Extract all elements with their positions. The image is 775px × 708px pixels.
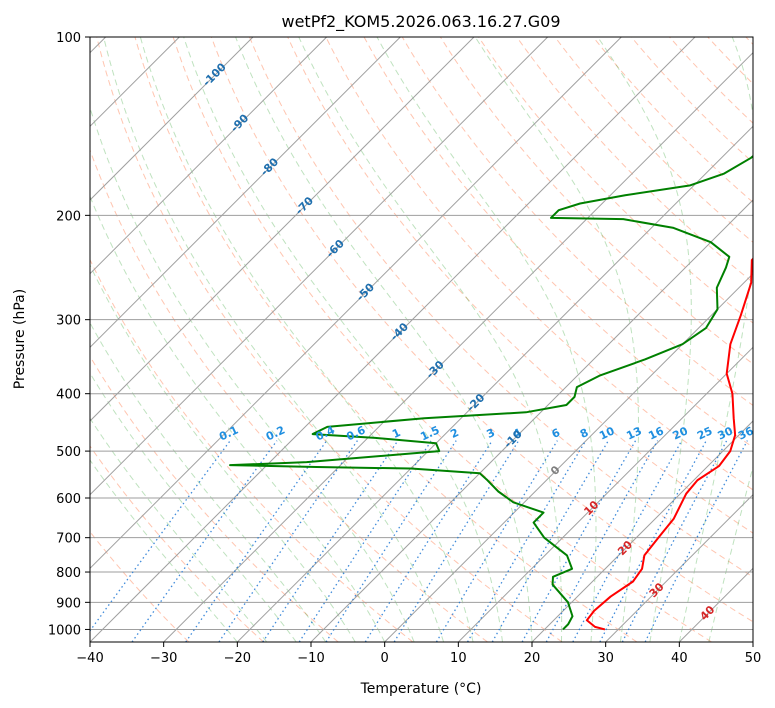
mixing-ratio-label: 30 xyxy=(716,424,736,442)
y-tick-label: 500 xyxy=(56,445,81,460)
x-tick-label: 0 xyxy=(381,651,389,666)
moist-adiabat xyxy=(678,37,753,642)
moist-adiabat xyxy=(90,417,268,642)
mixing-ratio-label: 16 xyxy=(646,424,666,442)
x-tick-label: −40 xyxy=(76,651,103,666)
background-lines xyxy=(90,37,753,642)
mixing-ratio-label: 25 xyxy=(695,424,714,442)
dry-adiabat xyxy=(90,258,414,642)
moist-adiabat xyxy=(183,37,504,642)
moist-adiabat xyxy=(90,321,327,642)
x-tick-label: 10 xyxy=(450,651,467,666)
isotherm-line xyxy=(457,346,753,642)
y-tick-label: 300 xyxy=(56,314,81,329)
moist-adiabat xyxy=(90,372,297,642)
x-tick-label: 30 xyxy=(597,651,614,666)
mixing-ratio-line xyxy=(572,440,683,642)
mixing-ratio-line xyxy=(435,440,558,642)
y-tick-label: 200 xyxy=(56,209,81,224)
dry-adiabat xyxy=(96,37,563,642)
isotherm-line xyxy=(163,51,753,642)
x-axis-label: Temperature (°C) xyxy=(360,681,482,697)
isotherm-line xyxy=(236,125,753,642)
mixing-ratio-line xyxy=(545,440,659,642)
mixing-ratio-label: 10 xyxy=(597,424,617,442)
mixing-ratio-line xyxy=(298,440,433,642)
isotherm-line xyxy=(90,37,328,275)
moist-adiabat xyxy=(298,37,563,642)
moist-adiabat xyxy=(90,459,238,642)
mixing-ratio-label: 13 xyxy=(624,424,643,442)
mixing-ratio-line xyxy=(393,440,520,642)
x-tick-label: −30 xyxy=(150,651,177,666)
moist-adiabat xyxy=(235,37,533,642)
y-tick-label: 900 xyxy=(56,596,81,611)
mixing-ratio-line xyxy=(491,440,609,642)
y-tick-label: 700 xyxy=(56,532,81,547)
isotherm-line xyxy=(90,37,475,422)
mixing-ratio-line xyxy=(131,440,278,642)
mixing-ratio-line xyxy=(185,440,328,642)
x-tick-label: −10 xyxy=(297,651,324,666)
mixing-ratio-label: 20 xyxy=(671,424,691,442)
x-tick-label: −20 xyxy=(224,651,251,666)
mixing-ratio-label: 36 xyxy=(736,424,756,442)
y-tick-label: 1000 xyxy=(48,623,81,638)
isotherm-line xyxy=(90,37,696,642)
plot-background xyxy=(90,37,753,642)
dry-adiabat xyxy=(325,37,753,491)
isotherm-line xyxy=(605,493,753,642)
moist-adiabat xyxy=(139,37,474,642)
dry-adiabat xyxy=(249,37,753,578)
dry-adiabat xyxy=(210,37,753,623)
mixing-ratio-line xyxy=(364,440,493,642)
moist-adiabat xyxy=(90,106,415,642)
isotherm-line xyxy=(90,37,622,570)
isotherm-line xyxy=(90,37,401,349)
isotherm-line xyxy=(310,199,753,642)
mixing-ratio-line xyxy=(644,440,748,642)
dry-adiabat xyxy=(172,37,712,642)
mixing-ratio-line xyxy=(621,440,728,642)
y-tick-label: 800 xyxy=(56,566,81,581)
y-tick-label: 400 xyxy=(56,388,81,403)
moist-adiabat xyxy=(474,37,639,642)
moist-adiabat xyxy=(376,37,597,642)
x-tick-label: 20 xyxy=(524,651,541,666)
x-tick-label: 40 xyxy=(671,651,688,666)
isotherm-line xyxy=(90,37,549,496)
dewpoint-profile-line xyxy=(229,154,753,631)
x-tick-label: 50 xyxy=(745,651,762,666)
mixing-ratio-line xyxy=(521,440,637,642)
mixing-ratio-line xyxy=(466,440,587,642)
y-tick-label: 600 xyxy=(56,492,81,507)
axes: −40 −30 −20 −10 0 10 20 30 40 50 1000 900 800 700 600 5… xyxy=(48,31,761,666)
moist-adiabat xyxy=(597,37,692,642)
isotherm-line xyxy=(531,420,753,642)
mixing-ratio-line xyxy=(599,440,707,642)
data-series xyxy=(229,154,753,631)
chart-title: wetPf2_KOM5.2026.063.16.27.G09 xyxy=(281,12,560,32)
dry-adiabat xyxy=(90,445,264,642)
moist-adiabat xyxy=(708,464,753,642)
isotherm-line xyxy=(752,641,753,642)
moist-adiabat xyxy=(90,195,386,642)
temperature-profile-line xyxy=(585,257,753,631)
dry-adiabat xyxy=(134,37,638,642)
moist-adiabat xyxy=(103,37,445,642)
y-axis-label: Pressure (hPa) xyxy=(12,289,28,389)
moist-adiabat xyxy=(90,264,356,642)
plot-frame xyxy=(89,36,754,643)
isotherm-line xyxy=(90,37,254,201)
y-tick-label: 100 xyxy=(56,31,81,46)
dry-adiabat xyxy=(287,37,753,534)
isotherm-line xyxy=(384,272,753,642)
